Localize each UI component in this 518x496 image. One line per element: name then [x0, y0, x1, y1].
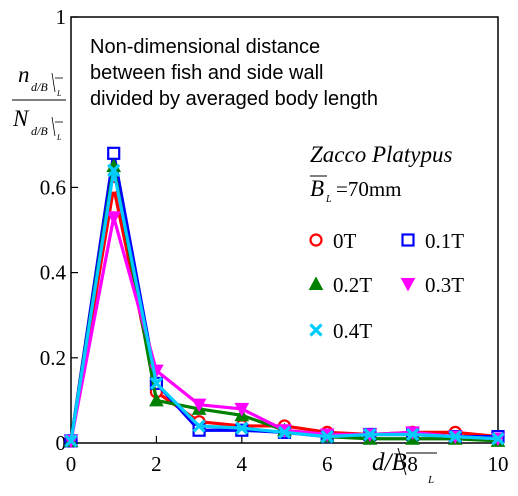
point-0.4T-9: [448, 429, 462, 444]
x-tick-label-3: 6: [322, 452, 333, 476]
x-tick-label-4: 8: [407, 452, 418, 476]
point-0.4T-7: [363, 427, 377, 442]
body-length-value: =70mm: [336, 177, 402, 201]
point-0.2T-2: [149, 392, 164, 407]
axis-labels: n d/B L N d/B L d/B L: [12, 62, 437, 486]
point-0.4T-1: [107, 163, 121, 177]
y-label-numerator-sub: d/B: [31, 80, 48, 94]
y-label-denominator-base: N: [12, 106, 30, 131]
x-tick-label-2: 4: [237, 452, 248, 476]
point-0.3T-4: [234, 402, 250, 417]
body-length-symbol: B: [310, 176, 324, 201]
annotation-line-2: between fish and side wall: [90, 62, 323, 84]
y-label-numerator-sub2: L: [56, 89, 62, 98]
y-label-numerator-base: n: [18, 62, 30, 87]
series-0T: [64, 180, 505, 448]
legend-label-0.1T: 0.1T: [425, 229, 464, 253]
body-length-sub: L: [325, 194, 332, 205]
point-0.4T-2: [149, 376, 164, 390]
x-label-base: d/B: [372, 449, 407, 476]
x-tick-label-0: 0: [66, 452, 77, 476]
y-label-denominator-sub2: L: [56, 133, 62, 142]
legend-label-0.4T: 0.4T: [333, 319, 372, 343]
y-axis-label: n d/B L N d/B L: [12, 62, 66, 142]
y-tick-label-1: 0.2: [40, 346, 66, 370]
point-0.3T-3: [191, 398, 207, 413]
y-label-numerator-radical: [51, 72, 56, 93]
series-line-0.4T: [69, 168, 499, 442]
legend-marker-0.4T: [309, 323, 323, 337]
x-label-sub: L: [427, 474, 434, 486]
x-tick-label-1: 2: [151, 452, 162, 476]
point-0.4T-4: [235, 421, 249, 435]
y-tick-label-0: 0: [56, 431, 67, 455]
x-axis-label: d/B L: [372, 447, 437, 486]
point-0.4T-5: [277, 425, 292, 439]
legend-marker-0.1T: [401, 233, 415, 247]
legend-marker-0T: [309, 233, 323, 247]
series-line-0T: [69, 185, 499, 442]
y-tick-label-2: 0.4: [40, 261, 67, 285]
axes: 0 2 4 6 8 10 0 0.2 0.4 0.6 1: [40, 5, 509, 476]
y-label-denominator-sub: d/B: [31, 124, 48, 138]
annotation: Non-dimensional distance between fish an…: [90, 36, 452, 205]
legend-label-0.2T: 0.2T: [333, 273, 372, 297]
point-0.1T-1: [107, 146, 121, 160]
plot-frame: [70, 16, 499, 444]
series-line-0.2T: [69, 164, 499, 443]
series: [63, 146, 506, 449]
legend-label-0T: 0T: [333, 229, 357, 253]
series-0.1T: [64, 146, 505, 448]
point-0.3T-1: [106, 211, 122, 225]
species-name: Zacco Platypus: [310, 142, 452, 167]
x-tick-label-5: 10: [488, 452, 509, 476]
point-0.4T-3: [192, 419, 206, 433]
point-0.4T-0: [64, 434, 78, 448]
annotation-line-1: Non-dimensional distance: [90, 36, 320, 58]
point-0.4T-10: [491, 432, 505, 446]
series-0.2T: [63, 158, 506, 447]
y-tick-label-3: 0.6: [40, 175, 66, 199]
y-tick-label-4: 1: [56, 5, 67, 29]
annotation-line-3: divided by averaged body length: [90, 88, 378, 110]
x-label-radical: [397, 447, 407, 476]
point-0.4T-6: [320, 429, 334, 444]
y-label-denominator-radical: [51, 116, 56, 137]
legend-label-0.3T: 0.3T: [425, 273, 464, 297]
legend-marker-0.2T: [308, 276, 324, 290]
series-0.4T: [64, 163, 505, 448]
legend: 0T 0.1T 0.2T 0.3T 0.4T: [308, 229, 464, 343]
point-0.4T-8: [405, 427, 420, 442]
legend-marker-0.3T: [400, 278, 416, 292]
